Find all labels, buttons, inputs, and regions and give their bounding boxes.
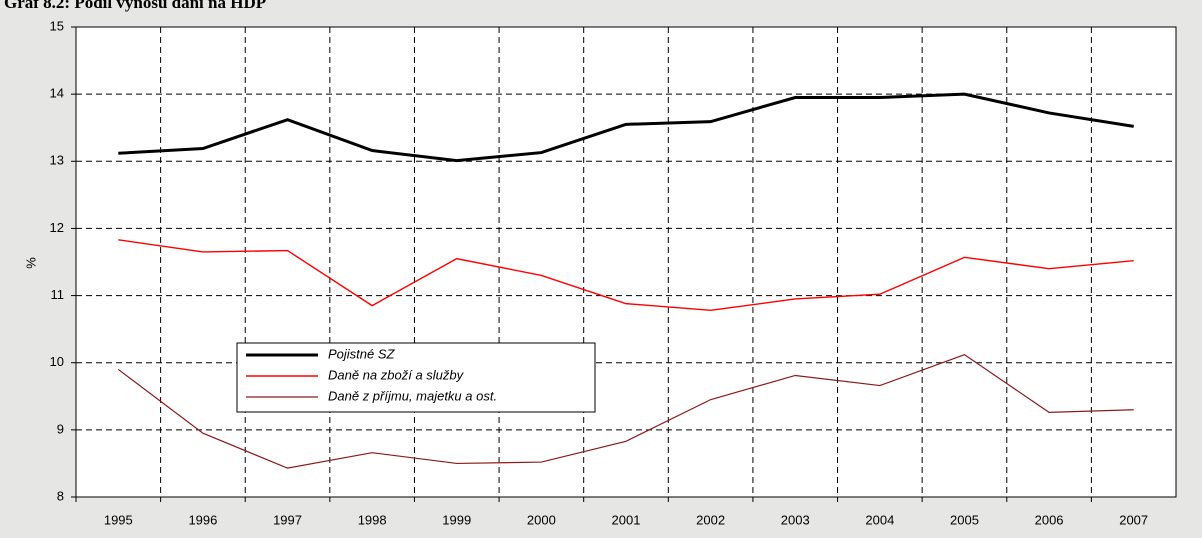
y-tick-label: 9 <box>57 421 64 436</box>
y-tick-label: 15 <box>50 18 64 33</box>
chart-title: Graf 8.2: Podíl výnosů daní na HDP <box>4 0 266 12</box>
series-line <box>118 92 1134 163</box>
y-tick-label: 11 <box>51 287 65 302</box>
y-tick-label: 8 <box>57 488 64 503</box>
x-tick-label: 2005 <box>950 512 979 527</box>
x-tick-label: 1999 <box>442 512 471 527</box>
x-tick-label: 2004 <box>865 512 894 527</box>
y-tick-label: 14 <box>50 86 64 101</box>
x-tick-label: 2003 <box>781 512 810 527</box>
x-tick-label: 2006 <box>1035 512 1064 527</box>
x-tick-label: 2007 <box>1119 512 1148 527</box>
y-axis-label: % <box>23 257 38 269</box>
plot-area <box>75 26 1177 498</box>
x-tick-label: 1995 <box>104 512 133 527</box>
x-tick-label: 2000 <box>527 512 556 527</box>
legend-label: Pojistné SZ <box>328 346 396 361</box>
x-tick-label: 1997 <box>273 512 302 527</box>
x-tick-label: 2002 <box>696 512 725 527</box>
x-tick-label: 1998 <box>358 512 387 527</box>
y-tick-label: 13 <box>50 153 64 168</box>
series-line <box>117 353 1134 469</box>
y-tick-label: 12 <box>50 220 64 235</box>
y-tick-label: 10 <box>50 354 64 369</box>
x-tick-label: 2001 <box>612 512 641 527</box>
x-tick-label: 1996 <box>188 512 217 527</box>
legend-label: Daně z příjmu, majetku a ost. <box>328 388 497 403</box>
legend-label: Daně na zboží a služby <box>328 367 465 382</box>
series-line <box>118 239 1134 312</box>
